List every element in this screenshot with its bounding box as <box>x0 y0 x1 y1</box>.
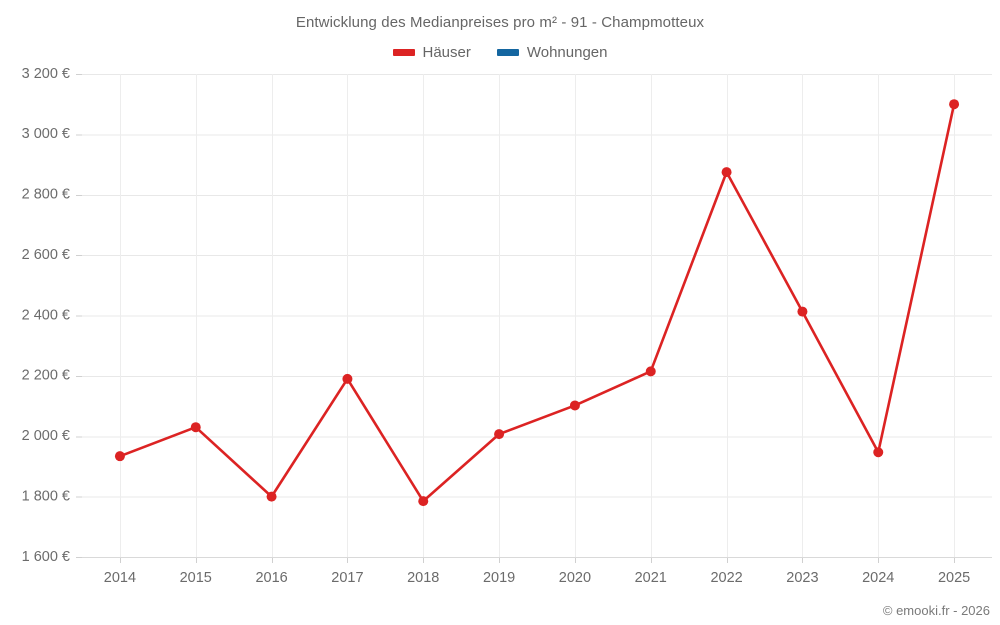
y-axis-tick-label: 1 600 € <box>22 549 70 565</box>
x-axis-tick-label: 2021 <box>635 570 667 586</box>
y-axis-tick-label: 2 800 € <box>22 187 70 203</box>
copyright-credit: © emooki.fr - 2026 <box>882 603 990 618</box>
x-axis-tick-label: 2020 <box>559 570 591 586</box>
data-point-marker[interactable] <box>266 491 277 502</box>
x-axis-tick-label: 2016 <box>255 570 287 586</box>
data-point-marker[interactable] <box>645 366 656 377</box>
x-axis-tick-label: 2023 <box>786 570 818 586</box>
y-axis-tick-label: 1 800 € <box>22 488 70 504</box>
y-axis-tick-label: 3 200 € <box>22 66 70 82</box>
data-point-marker[interactable] <box>797 306 808 317</box>
x-axis-tick-label: 2018 <box>407 570 439 586</box>
legend-item-hauser[interactable]: Häuser <box>392 44 471 61</box>
y-axis-tick-label: 2 200 € <box>22 368 70 384</box>
data-point-marker[interactable] <box>949 99 960 110</box>
legend-label-wohnungen: Wohnungen <box>526 44 608 61</box>
x-axis-tick-label: 2024 <box>862 570 894 586</box>
series-line-häuser <box>118 102 956 503</box>
y-axis-tick-label: 2 400 € <box>22 307 70 323</box>
y-axis-tick-label: 2 000 € <box>22 428 70 444</box>
x-axis-tick-label: 2015 <box>180 570 212 586</box>
y-axis-tick-label: 2 600 € <box>22 247 70 263</box>
x-axis-tick-label: 2014 <box>104 570 136 586</box>
data-point-marker[interactable] <box>114 451 125 462</box>
chart-title: Entwicklung des Medianpreises pro m² - 9… <box>295 14 705 31</box>
x-axis-tick-label: 2017 <box>331 570 363 586</box>
legend-item-wohnungen[interactable]: Wohnungen <box>496 44 608 61</box>
y-axis-tick-label: 3 000 € <box>22 126 70 142</box>
data-point-marker[interactable] <box>342 373 353 384</box>
x-axis-tick-label: 2025 <box>938 570 970 586</box>
legend-label-hauser: Häuser <box>422 44 471 61</box>
chart-legend: Häuser Wohnungen <box>0 44 1000 61</box>
data-point-marker[interactable] <box>494 429 505 440</box>
data-point-marker[interactable] <box>190 422 201 433</box>
data-point-marker[interactable] <box>873 447 884 458</box>
data-point-marker[interactable] <box>721 167 732 178</box>
legend-color-swatch-hauser <box>392 49 415 56</box>
legend-color-swatch-wohnungen <box>496 49 519 56</box>
x-axis-tick-label: 2019 <box>483 570 515 586</box>
data-point-marker[interactable] <box>418 496 429 507</box>
x-axis-tick-label: 2022 <box>710 570 742 586</box>
data-point-marker[interactable] <box>569 400 580 411</box>
